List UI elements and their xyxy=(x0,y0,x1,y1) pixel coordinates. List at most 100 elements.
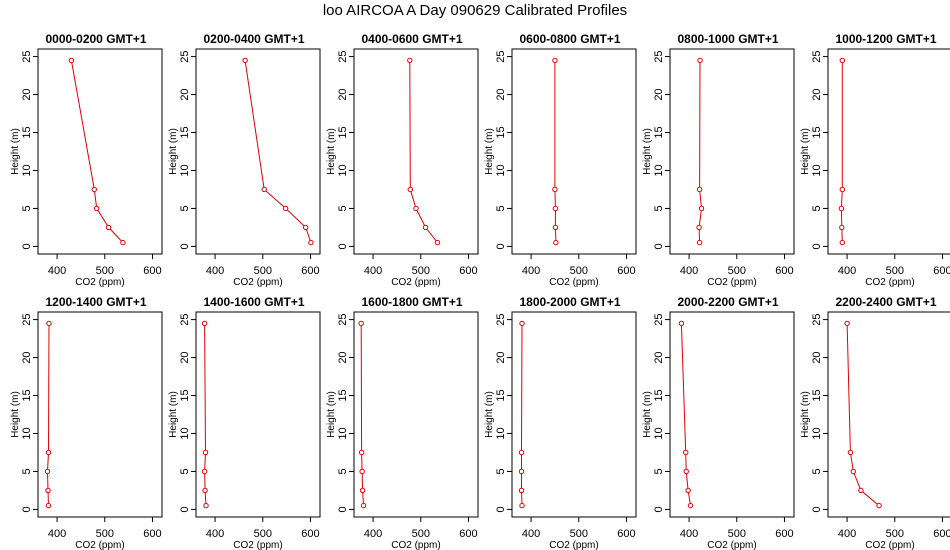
data-point xyxy=(698,205,705,212)
data-point xyxy=(202,449,209,456)
y-axis-label: Height (m) xyxy=(326,391,337,438)
data-point xyxy=(68,57,75,64)
data-point xyxy=(552,186,558,193)
profile-line xyxy=(680,323,691,506)
data-point xyxy=(850,468,856,475)
panel-title: 0000-0200 GMT+1 xyxy=(45,32,146,46)
profile-line xyxy=(554,60,557,243)
y-tick-label: 10 xyxy=(495,427,507,439)
x-tick-label: 500 xyxy=(96,265,114,277)
profile-line xyxy=(46,323,50,506)
x-axis-label: CO2 (ppm) xyxy=(391,540,440,550)
data-point xyxy=(201,320,208,327)
data-point xyxy=(261,186,267,193)
x-axis-label: CO2 (ppm) xyxy=(707,540,756,550)
x-tick-label: 600 xyxy=(459,528,477,540)
x-axis-label: CO2 (ppm) xyxy=(233,540,282,550)
y-tick-label: 10 xyxy=(21,427,33,439)
panel-title: 1600-1800 GMT+1 xyxy=(361,295,462,309)
y-tick-label: 15 xyxy=(179,389,191,401)
y-tick-label: 20 xyxy=(179,351,191,363)
x-tick-label: 400 xyxy=(680,528,698,540)
x-tick-label: 400 xyxy=(206,528,224,540)
y-tick-label: 20 xyxy=(179,88,191,100)
plot-frame xyxy=(511,48,637,255)
panel-6: 1000-1200 GMT+1 400 500 600 CO2 (ppm) 0 5 10 15 2… xyxy=(800,32,950,288)
x-tick-label: 400 xyxy=(522,528,540,540)
y-axis-label: Height (m) xyxy=(642,128,653,175)
data-point xyxy=(696,224,702,231)
y-tick-label: 20 xyxy=(811,351,823,363)
data-point xyxy=(683,449,689,456)
x-tick-label: 600 xyxy=(617,265,635,277)
y-tick-label: 20 xyxy=(21,351,33,363)
y-tick-label: 25 xyxy=(495,50,507,62)
x-tick-label: 600 xyxy=(301,528,319,540)
y-tick-label: 10 xyxy=(179,164,191,176)
x-tick-label: 600 xyxy=(143,528,161,540)
x-axis-label: CO2 (ppm) xyxy=(549,540,598,550)
plot-frame xyxy=(37,311,163,518)
y-tick-label: 5 xyxy=(179,205,191,211)
data-point xyxy=(407,186,413,193)
y-tick-label: 0 xyxy=(337,243,349,249)
x-tick-label: 400 xyxy=(680,265,698,277)
x-tick-label: 600 xyxy=(301,265,319,277)
x-tick-label: 600 xyxy=(775,265,793,277)
profile-line xyxy=(409,60,438,243)
y-tick-label: 15 xyxy=(21,126,33,138)
y-axis-label: Height (m) xyxy=(800,128,811,175)
x-axis-label: CO2 (ppm) xyxy=(391,277,440,288)
y-tick-label: 0 xyxy=(495,243,507,249)
y-tick-label: 25 xyxy=(179,313,191,325)
x-tick-label: 400 xyxy=(522,265,540,277)
data-point xyxy=(552,205,559,212)
y-tick-label: 0 xyxy=(337,506,349,512)
y-tick-label: 5 xyxy=(495,468,507,474)
data-point xyxy=(358,449,365,456)
data-point xyxy=(45,449,52,456)
plot-frame xyxy=(195,48,321,255)
y-tick-label: 15 xyxy=(811,389,823,401)
y-tick-label: 15 xyxy=(811,126,823,138)
profile-line xyxy=(244,60,312,243)
panel-10: 1800-2000 GMT+1 400 500 600 CO2 (ppm) 0 5 10 15 2… xyxy=(484,295,637,550)
y-tick-label: 5 xyxy=(811,205,823,211)
y-axis-label: Height (m) xyxy=(10,391,21,438)
x-tick-label: 500 xyxy=(728,265,746,277)
x-tick-label: 500 xyxy=(254,528,272,540)
profile-line xyxy=(521,323,523,506)
plot-frame xyxy=(37,48,163,255)
data-point xyxy=(518,487,525,494)
data-point xyxy=(45,502,52,509)
profile-line xyxy=(840,60,843,243)
data-point xyxy=(91,186,97,193)
data-point xyxy=(697,57,703,64)
data-point xyxy=(308,239,314,246)
y-tick-label: 5 xyxy=(811,468,823,474)
y-tick-label: 0 xyxy=(179,506,191,512)
x-tick-label: 500 xyxy=(886,528,904,540)
y-tick-label: 25 xyxy=(21,313,33,325)
profile-line xyxy=(70,60,124,243)
y-axis-label: Height (m) xyxy=(168,128,179,175)
y-axis-label: Height (m) xyxy=(326,128,337,175)
data-point xyxy=(407,57,413,64)
y-tick-label: 25 xyxy=(811,313,823,325)
profile-line xyxy=(204,323,207,506)
x-tick-label: 500 xyxy=(96,528,114,540)
data-point xyxy=(518,449,525,456)
y-tick-label: 5 xyxy=(21,468,33,474)
y-tick-label: 15 xyxy=(21,389,33,401)
panel-title: 0600-0800 GMT+1 xyxy=(519,32,620,46)
y-tick-label: 10 xyxy=(179,427,191,439)
x-axis-label: CO2 (ppm) xyxy=(865,540,914,550)
data-point xyxy=(358,320,364,327)
data-point xyxy=(839,57,846,64)
y-tick-label: 20 xyxy=(653,351,665,363)
y-tick-label: 0 xyxy=(21,506,33,512)
y-tick-label: 5 xyxy=(653,468,665,474)
panel-5: 0800-1000 GMT+1 400 500 600 CO2 (ppm) 0 5 10 15 2… xyxy=(642,32,795,288)
y-tick-label: 25 xyxy=(653,50,665,62)
